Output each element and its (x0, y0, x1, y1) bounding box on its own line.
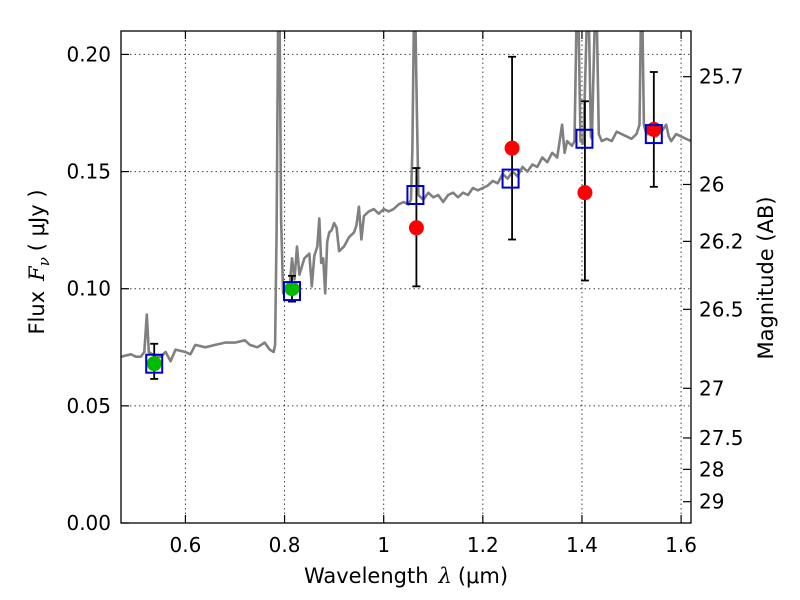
magnitude-tick-label: 29 (699, 490, 724, 514)
magnitude-tick-label: 27 (699, 376, 724, 400)
plot-frame (120, 30, 692, 524)
magnitude-axis-label: Magnitude (AB) (754, 196, 778, 359)
spectrum-layer (121, 31, 691, 363)
magnitude-tick-label: 25.7 (699, 65, 744, 89)
y-tick-label: 0.05 (66, 394, 111, 418)
model-photometry-square (283, 281, 301, 302)
x-tick-label: 0.8 (269, 533, 301, 557)
x-tick-label: 0.6 (170, 533, 202, 557)
y-axis-label: FluxFν( μJy ) (25, 189, 53, 334)
model-photometry-square (501, 168, 520, 189)
magnitude-axis-ticks: 25.7 26 26.2 26.5 27 27.5 28 29 (683, 65, 744, 514)
magnitude-tick-label: 27.5 (699, 426, 744, 450)
marker-layer (145, 55, 663, 380)
x-tick-label: 1.6 (665, 533, 697, 557)
y-tick-label: 0.15 (66, 160, 111, 184)
observed-flux-point (146, 356, 162, 372)
magnitude-tick-label: 28 (699, 457, 724, 481)
x-tick-label: 1 (377, 533, 390, 557)
observed-flux-point (577, 185, 593, 201)
model-spectrum-line (121, 31, 691, 363)
model-photometry-square (406, 185, 425, 205)
y-tick-label: 0.00 (66, 511, 111, 535)
magnitude-tick-label: 26.5 (699, 297, 744, 321)
x-tick-label: 1.2 (467, 533, 499, 557)
x-axis-label: Wavelength λ (μm) (304, 564, 508, 588)
y-tick-label: 0.20 (66, 42, 111, 66)
observed-flux-point (408, 220, 424, 236)
x-tick-label: 1.4 (566, 533, 598, 557)
magnitude-tick-label: 26 (699, 172, 724, 196)
grid (121, 31, 691, 523)
x-axis-ticks: 0.6 0.8 1 1.2 1.4 1.6 (170, 31, 697, 557)
model-photometry-square (575, 128, 594, 149)
observed-flux-point (284, 281, 300, 297)
y-tick-label: 0.10 (66, 277, 111, 301)
y-axis-ticks: 0.00 0.05 0.10 0.15 0.20 (66, 42, 129, 535)
observed-flux-point (504, 140, 520, 156)
magnitude-tick-label: 26.2 (699, 229, 744, 253)
model-photometry-square (145, 353, 164, 374)
model-photometry-square (644, 124, 663, 145)
